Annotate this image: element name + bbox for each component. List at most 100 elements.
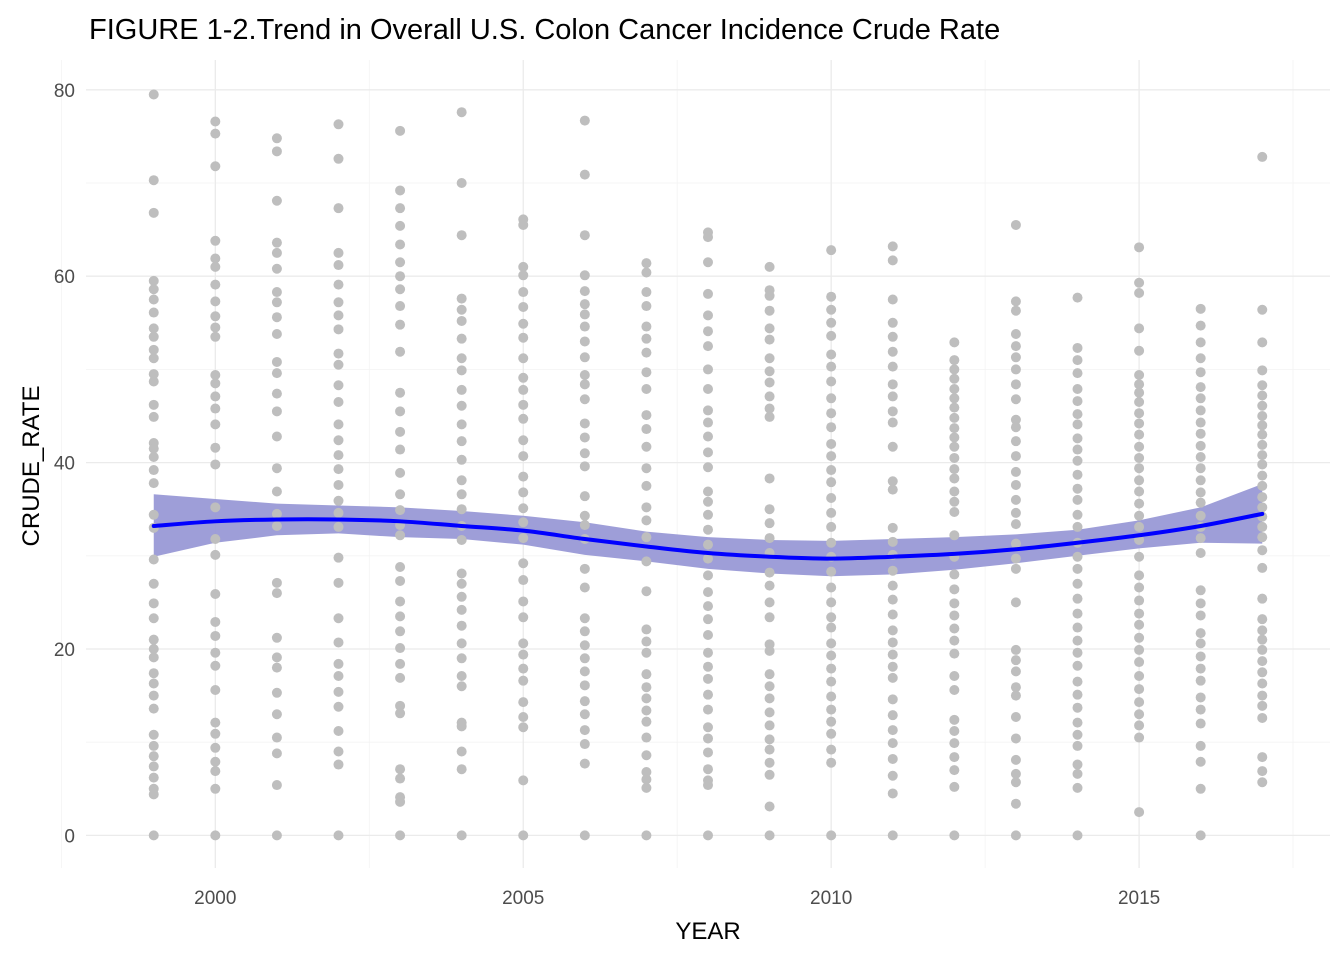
data-point-2007-18 bbox=[641, 586, 652, 597]
data-point-2015-24 bbox=[1134, 595, 1145, 606]
data-point-2016-24 bbox=[1195, 638, 1206, 649]
data-point-2009-0 bbox=[764, 261, 775, 272]
data-point-2002-7 bbox=[333, 310, 344, 321]
data-point-2011-0 bbox=[887, 241, 898, 252]
x-tick-label-2000: 2000 bbox=[194, 888, 236, 909]
data-point-2014-0 bbox=[1072, 292, 1083, 303]
data-point-2006-7 bbox=[579, 321, 590, 332]
data-point-2010-18 bbox=[826, 537, 837, 548]
data-point-2003-30 bbox=[395, 764, 406, 775]
data-point-2003-6 bbox=[395, 271, 406, 282]
data-point-2017-24 bbox=[1257, 625, 1268, 636]
data-point-2010-29 bbox=[826, 691, 837, 702]
data-point-2007-14 bbox=[641, 502, 652, 513]
data-point-1999-31 bbox=[148, 690, 159, 701]
data-point-2013-2 bbox=[1010, 305, 1021, 316]
data-point-2017-25 bbox=[1257, 634, 1268, 645]
data-point-2006-23 bbox=[579, 613, 590, 624]
data-point-2002-11 bbox=[333, 380, 344, 391]
data-point-2003-17 bbox=[395, 505, 406, 516]
y-tick-label-60: 60 bbox=[54, 267, 75, 288]
data-point-2015-21 bbox=[1134, 551, 1145, 562]
data-point-2008-16 bbox=[703, 509, 713, 520]
data-point-2011-30 bbox=[887, 753, 898, 764]
data-point-2001-12 bbox=[271, 388, 282, 399]
data-point-2012-28 bbox=[949, 714, 960, 725]
data-point-2012-17 bbox=[949, 530, 960, 541]
data-point-2000-12 bbox=[210, 378, 221, 389]
data-point-2012-1 bbox=[949, 355, 960, 366]
data-point-2013-32 bbox=[1010, 798, 1021, 809]
data-point-2012-33 bbox=[949, 781, 960, 792]
data-point-2015-27 bbox=[1134, 632, 1145, 643]
data-point-2017-12 bbox=[1257, 459, 1268, 470]
data-point-2005-2 bbox=[518, 261, 529, 272]
data-point-2000-16 bbox=[210, 442, 221, 453]
data-point-2017-3 bbox=[1257, 365, 1268, 376]
data-point-2011-29 bbox=[887, 738, 898, 749]
data-point-2006-22 bbox=[579, 582, 590, 593]
data-point-2004-20 bbox=[456, 578, 467, 589]
data-point-2000-22 bbox=[210, 616, 221, 627]
data-point-2014-22 bbox=[1072, 622, 1083, 633]
data-point-2015-7 bbox=[1134, 387, 1145, 398]
data-point-2006-21 bbox=[579, 563, 590, 574]
data-point-2013-6 bbox=[1010, 364, 1021, 375]
data-point-2008-24 bbox=[703, 630, 713, 641]
data-point-2006-11 bbox=[579, 379, 590, 390]
data-point-2013-12 bbox=[1010, 451, 1021, 462]
data-point-2008-2 bbox=[703, 257, 713, 268]
data-point-2010-17 bbox=[826, 521, 837, 532]
data-point-2010-3 bbox=[826, 317, 837, 328]
data-point-2006-5 bbox=[579, 299, 590, 310]
data-point-2002-30 bbox=[333, 746, 344, 757]
data-point-2017-32 bbox=[1257, 712, 1268, 723]
data-point-2011-21 bbox=[887, 625, 898, 636]
data-point-2008-3 bbox=[703, 288, 713, 299]
data-point-2011-11 bbox=[887, 441, 898, 452]
data-point-2009-30 bbox=[764, 757, 775, 768]
data-point-2014-2 bbox=[1072, 355, 1083, 366]
data-point-2011-22 bbox=[887, 637, 898, 648]
data-point-2016-15 bbox=[1195, 497, 1206, 508]
data-point-1999-6 bbox=[148, 307, 159, 318]
x-axis-tick-labels: 2000 2005 2010 2015 bbox=[194, 888, 1160, 909]
data-point-2010-33 bbox=[826, 744, 837, 755]
data-point-2003-21 bbox=[395, 575, 406, 586]
data-point-2017-10 bbox=[1257, 439, 1268, 450]
data-point-2016-32 bbox=[1195, 756, 1206, 767]
data-point-2002-3 bbox=[333, 247, 344, 258]
data-point-2012-9 bbox=[949, 432, 960, 443]
data-point-2000-14 bbox=[210, 403, 221, 414]
data-point-2002-16 bbox=[333, 464, 344, 475]
data-point-2005-5 bbox=[518, 301, 529, 312]
data-point-2010-8 bbox=[826, 393, 837, 404]
data-point-2005-14 bbox=[518, 451, 529, 462]
data-point-2014-14 bbox=[1072, 509, 1083, 520]
data-point-2006-15 bbox=[579, 448, 590, 459]
data-point-2010-35 bbox=[826, 830, 837, 841]
data-point-1999-18 bbox=[148, 465, 159, 476]
data-point-2015-18 bbox=[1134, 510, 1145, 521]
data-point-2007-29 bbox=[641, 767, 652, 778]
data-point-2014-15 bbox=[1072, 521, 1083, 532]
data-point-2002-2 bbox=[333, 203, 344, 214]
data-point-2014-33 bbox=[1072, 768, 1083, 779]
data-point-2013-31 bbox=[1010, 777, 1021, 788]
data-point-2014-19 bbox=[1072, 578, 1083, 589]
data-point-2009-28 bbox=[764, 734, 775, 745]
data-point-2000-1 bbox=[210, 128, 221, 139]
data-point-2015-14 bbox=[1134, 463, 1145, 474]
data-point-1999-11 bbox=[148, 369, 159, 380]
data-point-2014-18 bbox=[1072, 563, 1083, 574]
data-point-2009-2 bbox=[764, 290, 775, 301]
data-point-1999-20 bbox=[148, 509, 159, 520]
data-point-2012-10 bbox=[949, 441, 960, 452]
data-point-1999-17 bbox=[148, 452, 159, 463]
data-point-2006-8 bbox=[579, 336, 590, 347]
data-point-2013-18 bbox=[1010, 538, 1021, 549]
data-point-2008-12 bbox=[703, 447, 713, 458]
data-point-2016-10 bbox=[1195, 440, 1206, 451]
data-point-2003-4 bbox=[395, 239, 406, 250]
data-point-2000-6 bbox=[210, 279, 221, 290]
